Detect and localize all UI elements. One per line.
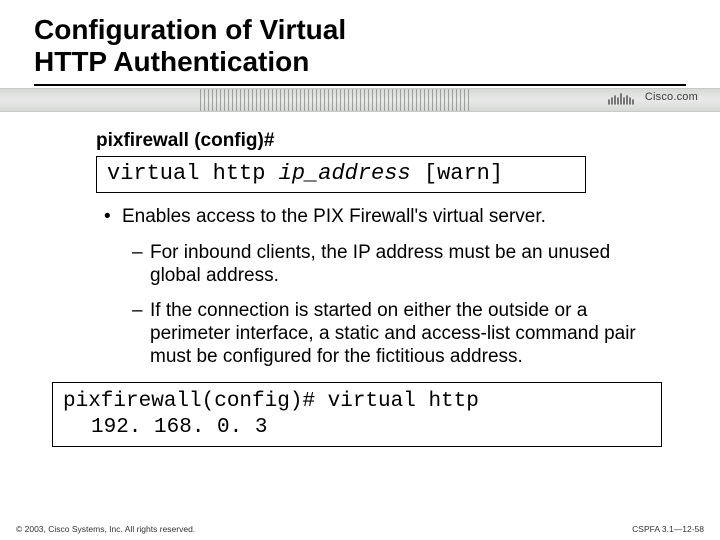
dash-icon: – bbox=[132, 241, 150, 287]
sub-bullet-text: For inbound clients, the IP address must… bbox=[150, 241, 640, 287]
brand-text: Cisco.com bbox=[645, 91, 698, 103]
copyright-text: © 2003, Cisco Systems, Inc. All rights r… bbox=[16, 524, 195, 534]
syntax-command: virtual http bbox=[107, 161, 279, 186]
slide-number: CSPFA 3.1—12-58 bbox=[632, 524, 704, 534]
example-line-2: 192. 168. 0. 3 bbox=[63, 415, 651, 440]
divider-bar: Cisco.com bbox=[0, 88, 720, 112]
syntax-box: virtual http ip_address [warn] bbox=[96, 156, 586, 193]
sub-bullet-item: – For inbound clients, the IP address mu… bbox=[132, 241, 640, 287]
example-line-1: pixfirewall(config)# virtual http bbox=[63, 390, 479, 413]
title-line-2: HTTP Authentication bbox=[34, 46, 309, 77]
bullet-text: Enables access to the PIX Firewall's vir… bbox=[122, 205, 546, 228]
example-box: pixfirewall(config)# virtual http 192. 1… bbox=[52, 382, 662, 446]
bullet-dot-icon: • bbox=[104, 205, 122, 228]
cisco-logo-icon bbox=[607, 92, 635, 110]
title-line-1: Configuration of Virtual bbox=[34, 14, 346, 45]
syntax-argument: ip_address bbox=[279, 161, 411, 186]
config-prompt: pixfirewall (config)# bbox=[96, 130, 660, 152]
sub-bullet-text: If the connection is started on either t… bbox=[150, 299, 640, 369]
divider-stripes bbox=[200, 89, 470, 111]
sub-bullet-item: – If the connection is started on either… bbox=[132, 299, 640, 369]
bullet-item: • Enables access to the PIX Firewall's v… bbox=[104, 205, 660, 228]
slide-footer: © 2003, Cisco Systems, Inc. All rights r… bbox=[16, 524, 704, 534]
slide-title-block: Configuration of Virtual HTTP Authentica… bbox=[0, 0, 720, 82]
slide-content: pixfirewall (config)# virtual http ip_ad… bbox=[0, 112, 720, 446]
slide-title: Configuration of Virtual HTTP Authentica… bbox=[34, 14, 720, 78]
title-underline bbox=[34, 84, 686, 86]
dash-icon: – bbox=[132, 299, 150, 369]
syntax-option: [warn] bbox=[411, 161, 503, 186]
